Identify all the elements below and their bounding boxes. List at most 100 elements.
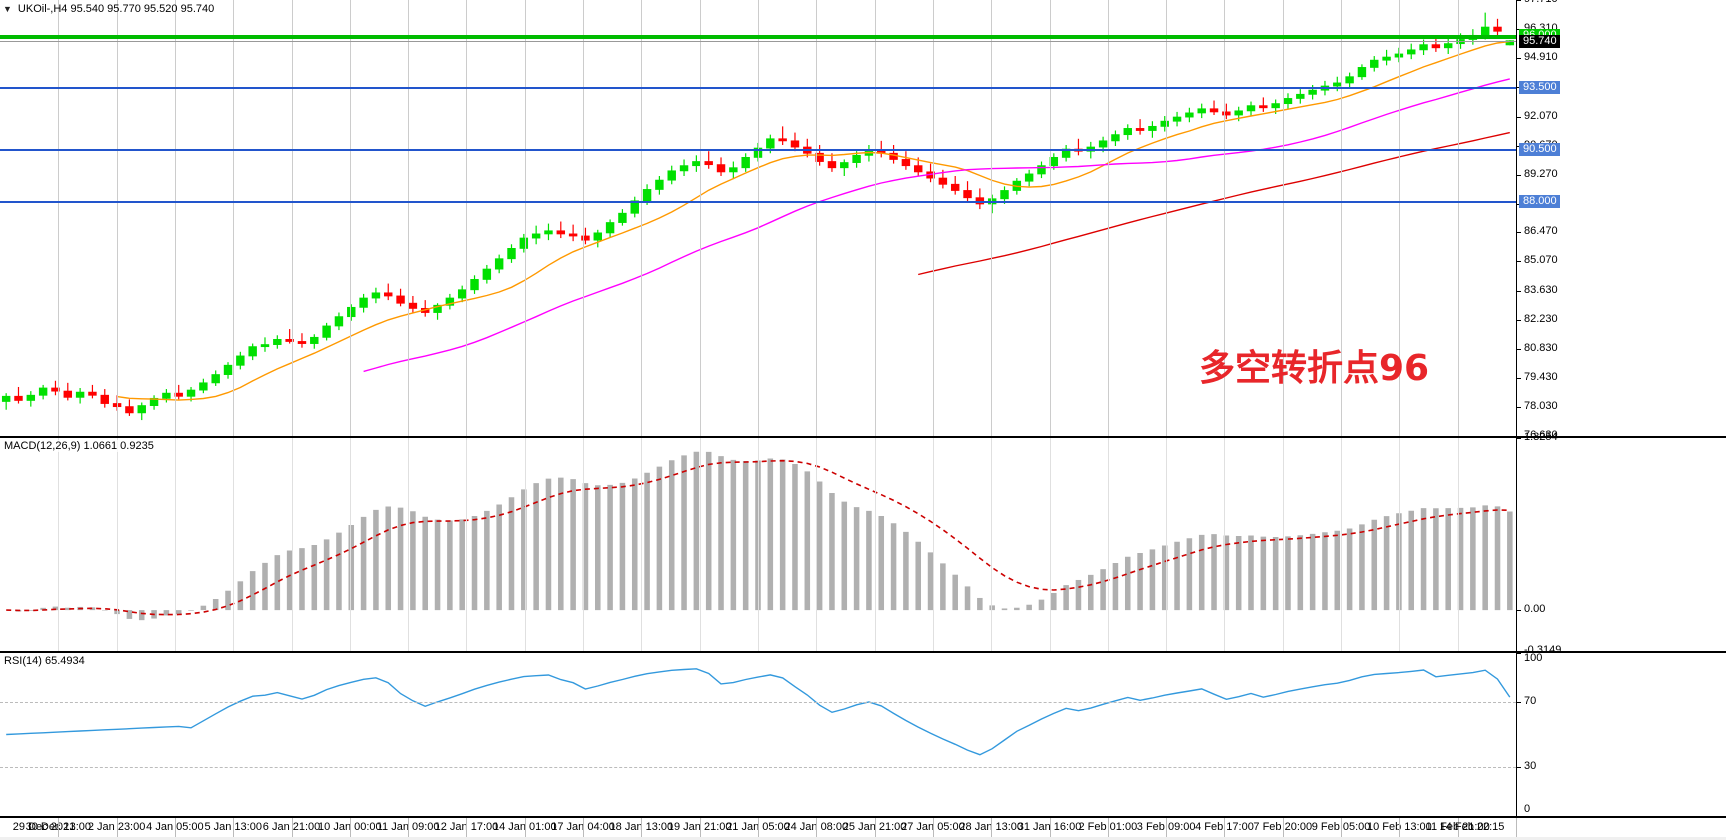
vertical-gridline xyxy=(1166,0,1167,436)
vertical-gridline xyxy=(933,0,934,436)
time-tick-label: 6 Jan 21:00 xyxy=(262,821,321,833)
vertical-gridline xyxy=(466,0,467,436)
macd-tick-label: -0.3149 xyxy=(1524,644,1562,656)
vertical-gridline xyxy=(991,0,992,436)
price-tick-label: 89.270 xyxy=(1524,167,1558,180)
price-tickmark xyxy=(1517,57,1521,59)
vertical-gridline xyxy=(525,438,526,651)
time-axis-separator xyxy=(1050,818,1051,837)
price-tick-label: 85.070 xyxy=(1524,254,1558,267)
price-tickmark xyxy=(1517,349,1521,351)
price-tickmark xyxy=(1517,116,1521,118)
price-tick-label: 92.070 xyxy=(1524,109,1558,122)
vertical-gridline xyxy=(991,438,992,651)
time-axis-separator xyxy=(1283,818,1284,837)
macd-tick-label: 1.3254 xyxy=(1524,431,1558,443)
vertical-gridline xyxy=(641,0,642,436)
rsi-tickmark xyxy=(1517,816,1521,817)
price-tickmark xyxy=(1517,436,1521,437)
price-tick-label: 96.310 xyxy=(1524,21,1558,34)
rsi-overbought-line xyxy=(0,701,1516,703)
time-axis[interactable]: 29 Dec 2021 30 Dec 13:00 2 Jan 23:00 4 Jan … xyxy=(0,817,1726,837)
price-tickmark xyxy=(1517,0,1521,1)
vertical-gridline xyxy=(875,438,876,651)
price-tickmark xyxy=(1517,407,1521,409)
time-axis-separator xyxy=(466,818,467,837)
macd-axis[interactable]: 1.3254 0.00 -0.3149 xyxy=(1516,432,1726,656)
vertical-gridline xyxy=(117,438,118,651)
price-panel: 97.71096.31094.91093.51092.07090.67089.2… xyxy=(0,0,1726,441)
chevron-down-icon[interactable]: ▼ xyxy=(3,3,12,14)
rsi-axis[interactable]: 100 70 30 0 xyxy=(1516,652,1726,817)
vertical-gridline xyxy=(583,0,584,436)
level-tag-level-90-5[interactable]: 90.500 xyxy=(1519,143,1560,156)
time-tick-label: 25 Jan 21:00 xyxy=(842,821,907,833)
level-line-96.000[interactable] xyxy=(0,35,1516,39)
vertical-gridline xyxy=(1050,0,1051,436)
rsi-tick-label: 100 xyxy=(1524,652,1543,664)
level-tag-level-88[interactable]: 88.000 xyxy=(1519,195,1560,208)
price-tickmark xyxy=(1517,232,1521,234)
rsi-oversold-line xyxy=(0,767,1516,769)
rsi-label: RSI(14) 65.4934 xyxy=(4,655,85,667)
vertical-gridline xyxy=(758,438,759,651)
price-tick-label: 82.230 xyxy=(1524,313,1558,326)
macd-tickmark xyxy=(1517,438,1521,439)
vertical-gridline xyxy=(408,0,409,436)
vertical-gridline xyxy=(350,0,351,436)
time-axis-separator xyxy=(933,818,934,837)
macd-panel: 1.3254 0.00 -0.3149 MACD(12,26,9) 1.0661 0… xyxy=(0,432,1726,656)
rsi-tick-label: 0 xyxy=(1524,803,1531,815)
vertical-gridline xyxy=(1166,438,1167,651)
vertical-gridline xyxy=(583,438,584,651)
rsi-tickmark xyxy=(1517,653,1521,654)
price-axis[interactable]: 97.71096.31094.91093.51092.07090.67089.2… xyxy=(1516,0,1726,441)
level-line-90.500[interactable] xyxy=(0,149,1516,151)
macd-tick-label: 0.00 xyxy=(1524,603,1546,616)
time-axis-separator xyxy=(292,818,293,837)
time-axis-separator xyxy=(1399,818,1400,837)
vertical-gridline xyxy=(350,438,351,651)
time-tick-label: 2 Jan 23:00 xyxy=(87,821,146,833)
time-axis-separator xyxy=(408,818,409,837)
rsi-plot-area[interactable] xyxy=(0,653,1516,816)
level-tag-level-93-5[interactable]: 93.500 xyxy=(1519,81,1560,94)
time-tick-label: 14 Jan 01:00 xyxy=(492,821,557,833)
price-tick-label: 83.630 xyxy=(1524,284,1558,297)
time-axis-separator xyxy=(1458,818,1459,837)
time-axis-separator xyxy=(525,818,526,837)
vertical-gridline xyxy=(1283,438,1284,651)
time-axis-separator xyxy=(816,818,817,837)
window-bottom-strip xyxy=(0,837,1726,840)
price-tick-label: 94.910 xyxy=(1524,50,1558,63)
vertical-gridline xyxy=(1341,0,1342,436)
macd-plot-area[interactable] xyxy=(0,438,1516,651)
time-axis-separator xyxy=(991,818,992,837)
vertical-gridline xyxy=(875,0,876,436)
time-axis-separator xyxy=(175,818,176,837)
chart-header: ▼ UKOil-,H4 95.540 95.770 95.520 95.740 xyxy=(3,3,214,15)
time-axis-separator xyxy=(350,818,351,837)
price-tick-label: 78.030 xyxy=(1524,400,1558,413)
level-line-88.000[interactable] xyxy=(0,201,1516,203)
level-line-93.500[interactable] xyxy=(0,87,1516,89)
rsi-tick-label: 30 xyxy=(1524,760,1537,773)
rsi-tick-label: 70 xyxy=(1524,694,1537,707)
price-tickmark xyxy=(1517,320,1521,322)
current-price-line xyxy=(0,41,1516,42)
vertical-gridline xyxy=(525,0,526,436)
price-tick-label: 79.430 xyxy=(1524,371,1558,384)
vertical-gridline xyxy=(1283,0,1284,436)
level-tag-level-price[interactable]: 95.740 xyxy=(1519,35,1560,48)
vertical-gridline xyxy=(292,438,293,651)
time-tick-label: 7 Feb 20:00 xyxy=(1253,821,1313,833)
vertical-gridline xyxy=(117,0,118,436)
vertical-gridline xyxy=(1399,0,1400,436)
vertical-gridline xyxy=(233,438,234,651)
time-axis-separator xyxy=(1166,818,1167,837)
price-tick-label: 76.630 xyxy=(1524,429,1558,441)
time-axis-separator xyxy=(233,818,234,837)
time-tick-label: 11 Feb 21:00 xyxy=(1425,821,1490,833)
time-axis-separator xyxy=(1516,818,1517,837)
